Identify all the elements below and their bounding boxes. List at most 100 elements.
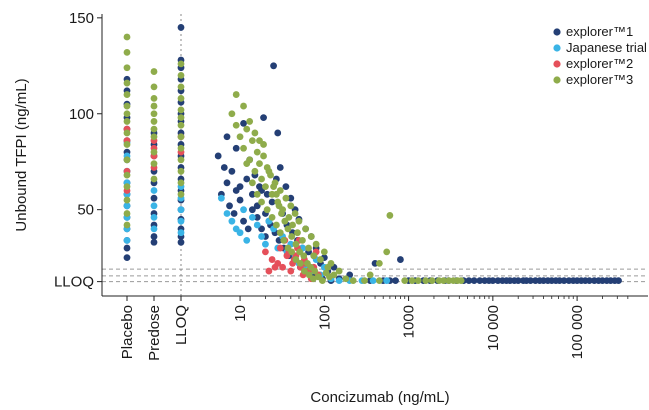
data-point: [375, 259, 383, 267]
data-point: [253, 148, 261, 156]
data-point: [383, 248, 391, 256]
data-point: [422, 277, 430, 285]
data-point: [611, 277, 619, 285]
data-point: [177, 121, 185, 129]
data-point: [251, 167, 259, 175]
data-point: [281, 217, 289, 225]
data-point: [312, 240, 320, 248]
data-point: [445, 277, 453, 285]
data-point: [327, 259, 335, 267]
data-point: [560, 277, 568, 285]
data-point: [177, 71, 185, 79]
data-point: [289, 221, 296, 229]
data-point: [267, 171, 274, 179]
data-point: [177, 229, 185, 237]
data-point: [223, 133, 231, 141]
data-point: [335, 267, 343, 275]
data-point: [240, 102, 247, 110]
data-point: [243, 160, 251, 168]
data-point: [292, 256, 300, 263]
data-point: [223, 210, 231, 217]
y-tick-label: 150: [69, 10, 94, 27]
data-point: [258, 175, 265, 183]
data-point: [262, 183, 269, 191]
data-point: [268, 213, 276, 221]
data-point: [383, 277, 391, 285]
x-tick-label: 100 000: [569, 305, 586, 359]
data-point: [569, 277, 577, 285]
data-point: [177, 156, 185, 164]
data-point: [288, 233, 296, 240]
data-point: [294, 229, 301, 237]
data-point: [527, 277, 534, 285]
data-point: [275, 202, 283, 210]
data-point: [123, 79, 131, 87]
x-tick-label: 10 000: [485, 305, 502, 351]
x-tick-label: Placebo: [119, 305, 136, 359]
data-point: [150, 110, 158, 118]
data-point: [177, 95, 185, 102]
data-point: [236, 133, 244, 141]
data-point: [536, 277, 544, 285]
data-point: [123, 254, 131, 262]
data-point: [177, 114, 185, 121]
data-point: [228, 167, 236, 175]
data-point: [150, 160, 158, 168]
data-point: [260, 114, 267, 121]
x-axis-ticks: Placebo Predose LLOQ 10 100 1000 10 000 100 000: [119, 296, 629, 361]
data-point: [177, 179, 185, 187]
data-point: [595, 277, 603, 285]
data-point: [342, 275, 350, 283]
data-point: [123, 110, 131, 118]
data-point: [243, 175, 251, 183]
data-point: [320, 248, 328, 256]
data-point: [268, 256, 276, 263]
data-point: [244, 225, 252, 233]
data-point: [240, 217, 247, 225]
data-point: [317, 256, 324, 263]
data-point: [240, 144, 247, 152]
data-point: [270, 62, 277, 70]
data-point: [123, 129, 131, 137]
data-point: [232, 121, 240, 129]
data-point: [123, 118, 131, 125]
data-point: [150, 175, 158, 183]
data-point: [326, 273, 333, 281]
data-point: [123, 64, 131, 72]
data-point: [310, 252, 318, 260]
data-point: [243, 125, 251, 133]
data-point: [262, 240, 269, 248]
data-point: [386, 212, 394, 219]
data-point: [311, 267, 319, 275]
data-point: [248, 190, 256, 198]
data-point: [282, 183, 290, 191]
data-point: [274, 129, 282, 137]
series-0: [123, 24, 622, 285]
data-point: [503, 277, 510, 285]
data-point: [375, 277, 383, 285]
data-point: [150, 83, 158, 91]
data-point: [177, 144, 185, 152]
x-tick-label: 10: [232, 305, 249, 322]
data-point: [248, 213, 256, 221]
data-point: [246, 118, 254, 125]
data-point: [177, 106, 185, 114]
data-point: [150, 133, 158, 141]
data-point: [236, 196, 244, 204]
data-point: [276, 229, 284, 237]
data-point: [217, 194, 225, 202]
y-axis-ticks: 50 100 150 LLOQ: [54, 10, 102, 291]
data-point: [366, 271, 374, 279]
data-point: [263, 164, 271, 171]
data-point: [150, 102, 158, 110]
data-point: [397, 256, 404, 263]
data-point: [177, 190, 185, 198]
x-axis-title: Concizumab (ng/mL): [310, 389, 449, 406]
data-point: [220, 164, 228, 171]
data-point: [577, 277, 585, 285]
data-point: [519, 277, 527, 285]
data-point: [265, 267, 273, 275]
data-point: [150, 194, 158, 202]
